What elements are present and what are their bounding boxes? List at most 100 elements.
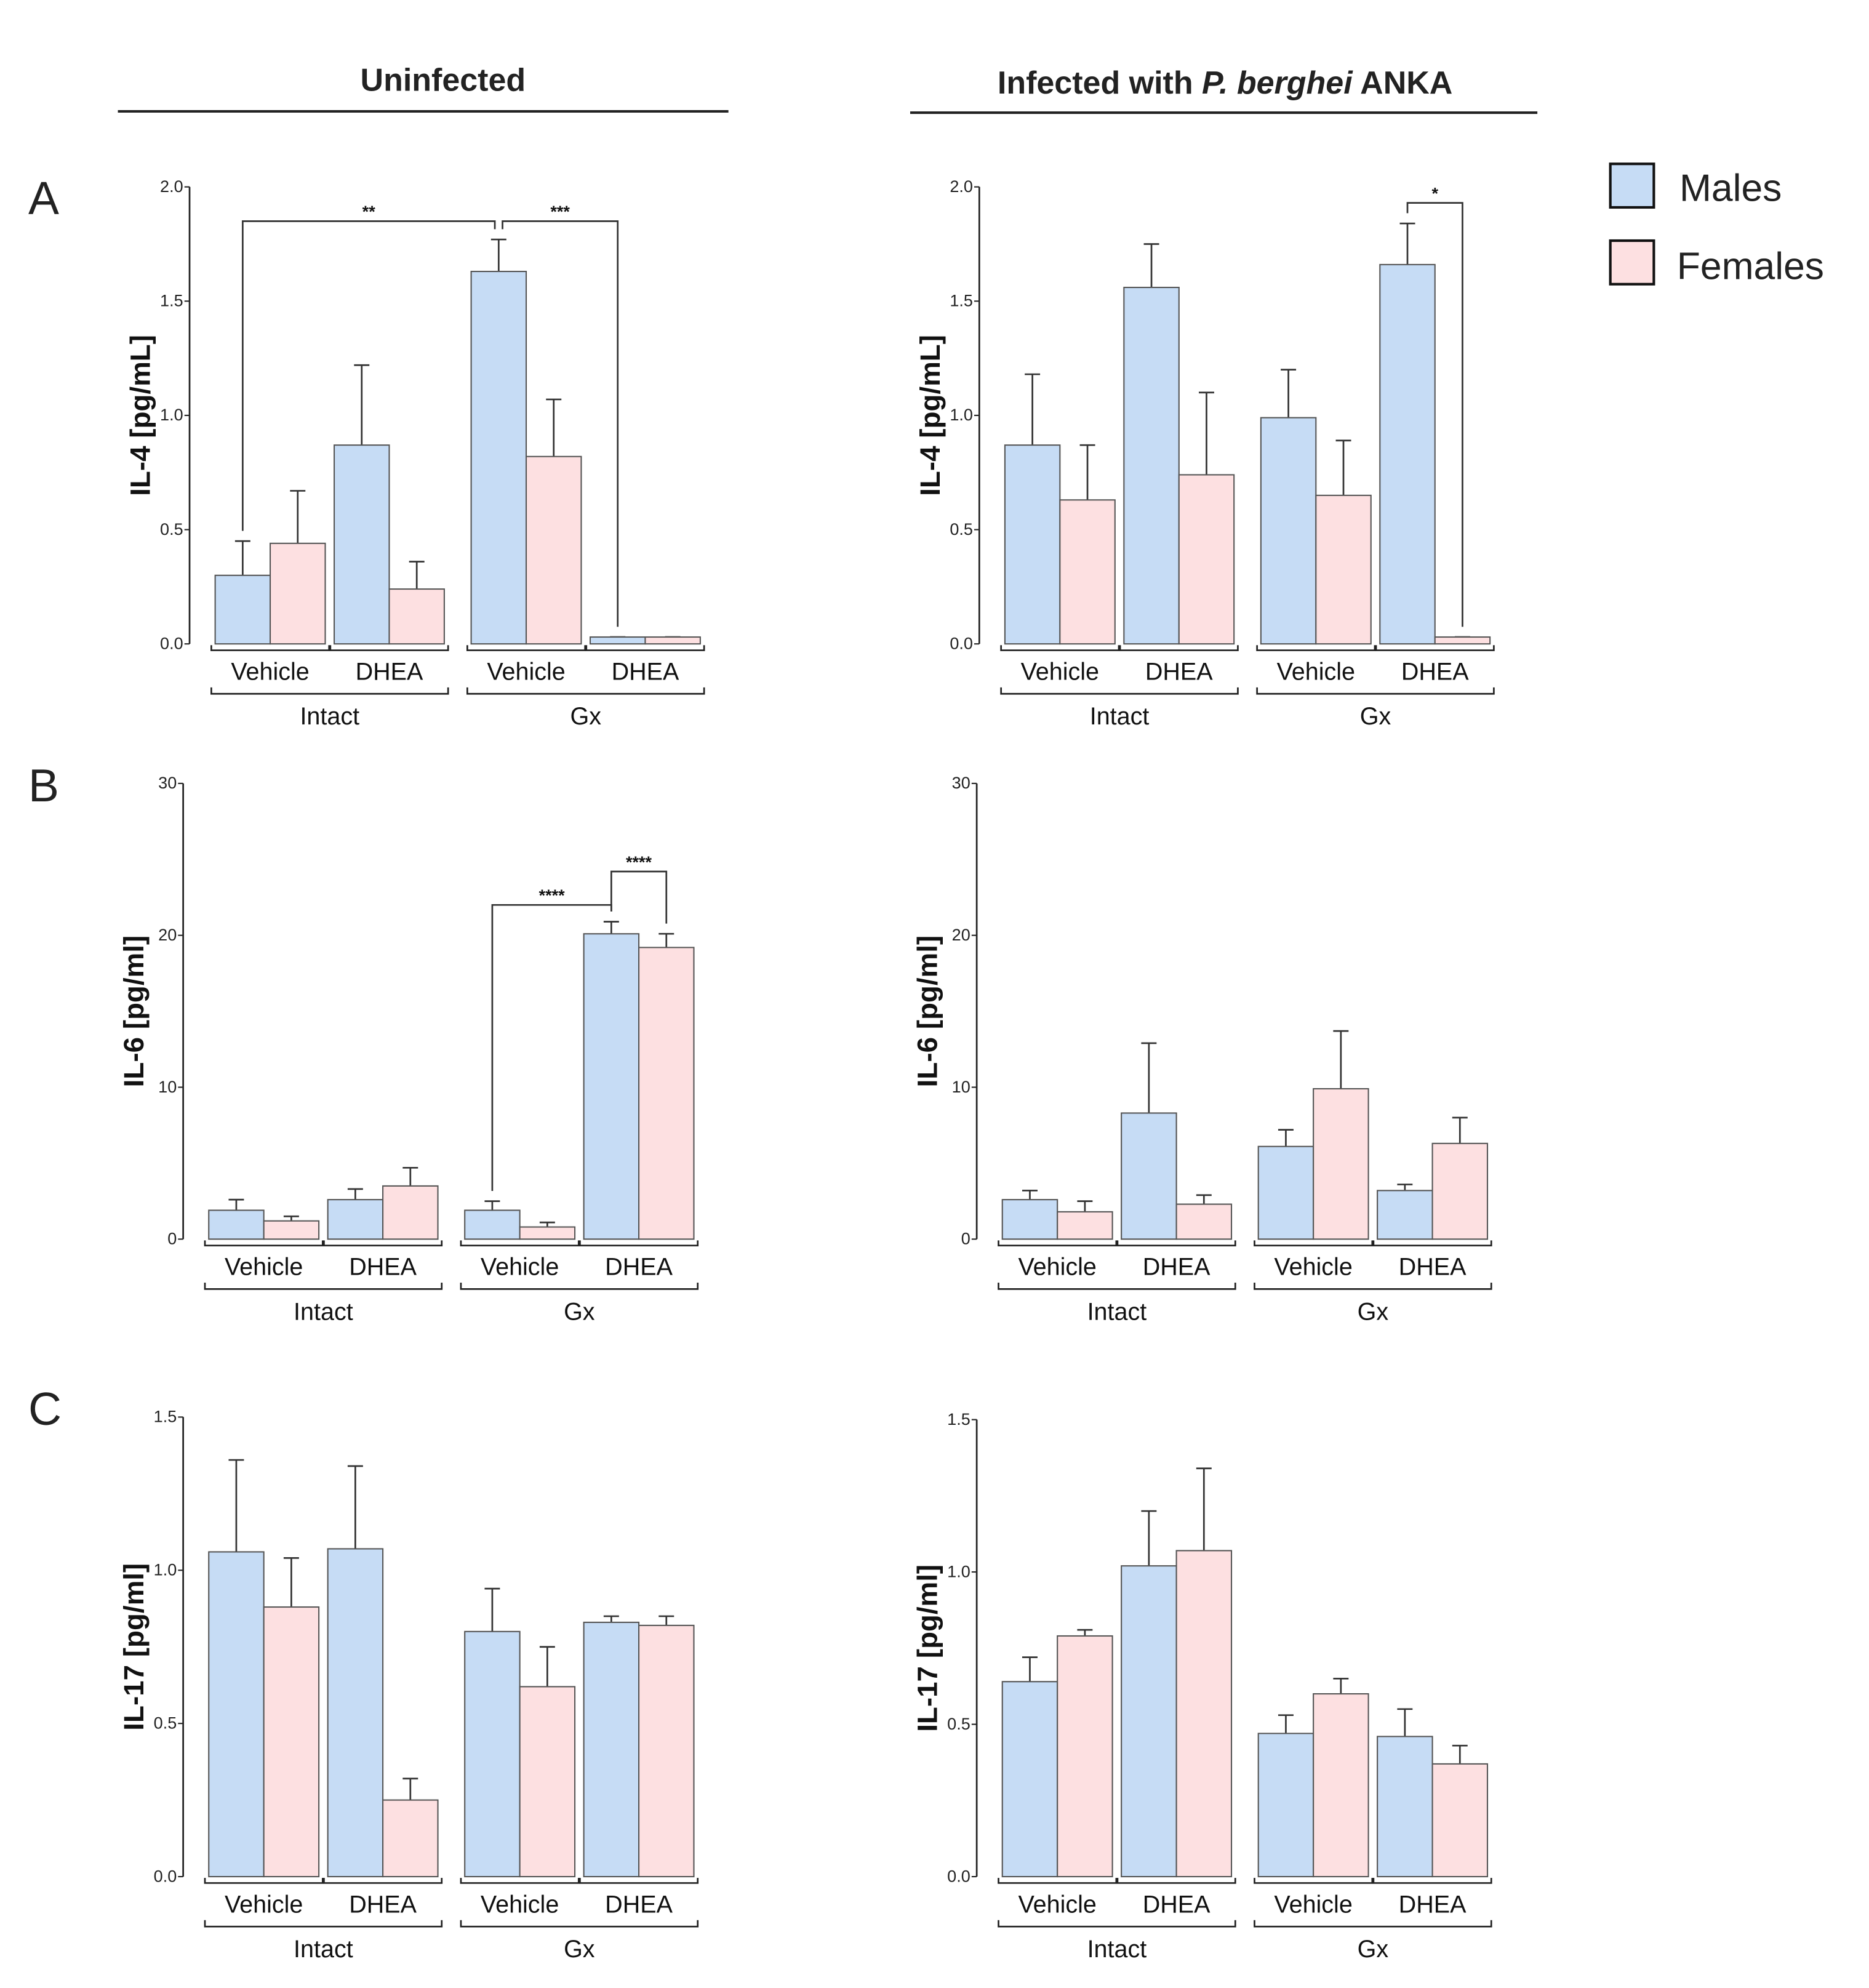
bar-males [1004,444,1061,645]
panel-letter: C [28,1383,62,1435]
y-tick-label: 10 [158,1078,177,1096]
category-label: DHEA [349,1891,417,1918]
bar-females [1178,474,1235,645]
group-bracket [998,1283,1236,1290]
bar-males [470,270,527,645]
group-label: Gx [564,1936,595,1963]
category-label: Vehicle [1274,1254,1352,1281]
bar-females [382,1185,439,1240]
y-tick-label: 2.0 [950,177,973,196]
group-bracket [1254,1920,1492,1928]
category-bracket [323,1240,443,1247]
y-tick-label: 20 [158,926,177,944]
significance-bracket [610,870,668,924]
category-bracket [1375,645,1495,651]
bar-females [644,636,701,645]
bar-males [1377,1736,1433,1878]
panel-letter: A [28,172,59,223]
bar-males [1123,286,1180,645]
category-bracket [460,1240,580,1247]
category-label: Vehicle [1274,1891,1352,1918]
category-label: DHEA [1401,658,1469,685]
significance-bracket [1406,202,1463,627]
bar-males [208,1209,265,1240]
category-label: Vehicle [1021,658,1099,685]
y-tick-label: 1.5 [950,292,973,310]
y-tick-label: 1.5 [947,1410,971,1429]
category-label: DHEA [1399,1254,1467,1281]
y-axis-label: IL-17 [pg/ml] [912,1565,943,1732]
bar-females [382,1799,439,1878]
category-bracket [460,1878,580,1884]
bar-females [1313,1693,1369,1878]
y-tick-label: 1.0 [160,406,183,424]
significance-label: **** [626,853,652,872]
legend-males-label: Males [1679,167,1782,210]
significance-label: ** [362,202,376,221]
y-tick-label: 1.0 [154,1561,177,1579]
bar-females [1175,1550,1233,1878]
y-tick-label: 10 [952,1078,971,1096]
group-bracket [998,1920,1236,1928]
group-bracket [210,687,449,695]
category-bracket [1119,645,1239,651]
bar-females [1059,499,1116,645]
significance-label: * [1431,184,1438,202]
category-bracket [466,645,586,651]
category-bracket [323,1878,443,1884]
panel-4: 0 10 20 30 IL-6 [pg/ml] Vehicle DHEA Vehicle DHE… [912,774,1492,1325]
y-tick-label: 30 [158,774,177,792]
category-label: DHEA [349,1254,417,1281]
legend-females-label: Females [1677,245,1824,287]
group-label: Intact [294,1298,353,1325]
bar-males [1001,1199,1059,1240]
bar-males [589,636,646,645]
group-bracket [204,1283,443,1290]
group-label: Gx [564,1298,595,1325]
panel-1: A 0.0 0.5 1.0 1.5 2.0 IL-4 [pg/mL] Vehicle DHEA V… [28,172,705,730]
category-bracket [1254,1878,1374,1884]
bar-females [638,947,695,1240]
bar-males [1257,1733,1315,1878]
group-label: Gx [1358,1936,1389,1963]
category-bracket [210,645,330,651]
bar-males [214,574,271,645]
category-bracket [579,1878,699,1884]
group-label: Intact [1087,1936,1147,1963]
bar-females [263,1606,320,1878]
y-tick-label: 0.0 [950,634,973,652]
category-label: DHEA [356,658,423,685]
group-label: Intact [1087,1298,1147,1325]
category-bracket [204,1240,324,1247]
category-label: Vehicle [225,1254,303,1281]
category-bracket [998,1240,1118,1247]
category-bracket [1372,1878,1492,1884]
bar-females [1315,494,1372,645]
bar-females [388,588,445,645]
category-bracket [1256,645,1376,651]
bar-males [1377,1190,1433,1240]
significance-label: **** [539,886,566,905]
bar-females [525,455,582,645]
bar-females [1175,1203,1233,1240]
y-tick-label: 0.0 [154,1867,177,1885]
significance-label: *** [550,202,570,221]
y-axis-label: IL-6 [pg/ml] [912,936,943,1088]
group-label: Gx [1360,703,1391,730]
category-label: DHEA [605,1891,673,1918]
y-tick-label: 2.0 [160,177,183,196]
bar-males [1001,1681,1059,1878]
category-bracket [579,1240,699,1247]
group-bracket [1000,687,1239,695]
panel-2: 0.0 0.5 1.0 1.5 2.0 IL-4 [pg/mL] Vehicle DHEA Ve… [914,177,1495,730]
category-bracket [585,645,705,651]
bar-males [334,444,390,645]
category-label: DHEA [1143,1254,1211,1281]
category-bracket [329,645,449,651]
group-label: Intact [1090,703,1150,730]
category-label: DHEA [1399,1891,1467,1918]
category-label: DHEA [612,658,679,685]
y-tick-label: 0.5 [950,520,973,539]
y-tick-label: 0.0 [947,1867,971,1885]
